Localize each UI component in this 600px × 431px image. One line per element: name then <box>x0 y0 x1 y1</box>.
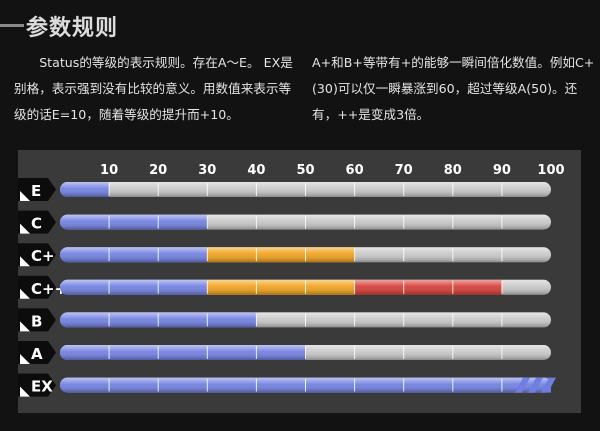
grade-tab <box>18 341 56 364</box>
ex-slash-mark <box>515 377 530 393</box>
grade-tab <box>18 178 56 201</box>
grade-tab <box>18 373 56 397</box>
x-tick-label: 80 <box>444 163 462 178</box>
grade-label: C+ <box>31 247 55 265</box>
page-title: 参数规则 <box>26 16 119 41</box>
grade-label: B <box>31 312 42 330</box>
grade-label: A <box>31 345 43 363</box>
grade-tab <box>18 308 56 332</box>
grade-label: E <box>31 182 41 200</box>
status-grade-chart: 10 20 30 40 50 60 70 80 90 100 E C C+ C++ B A EX <box>18 150 581 413</box>
grade-tab-corner <box>20 321 30 332</box>
grade-label: EX <box>31 378 53 396</box>
x-tick-label: 40 <box>247 163 265 178</box>
x-tick-label: 90 <box>493 163 511 178</box>
grade-tab-corner <box>20 354 30 364</box>
grade-tab-corner <box>20 223 30 234</box>
x-tick-label: 20 <box>149 163 167 178</box>
grade-tab <box>18 275 56 299</box>
grade-tab <box>18 243 56 267</box>
intro-paragraph-right: A+和B+等带有+的能够一瞬间倍化数值。例如C+(30)可以仅一瞬暴涨到60，超… <box>312 55 595 122</box>
x-tick-label: 30 <box>198 163 216 178</box>
x-tick-label: 50 <box>296 163 314 178</box>
ex-slash-mark <box>528 377 543 393</box>
x-tick-label: 70 <box>395 163 413 178</box>
grade-tab-corner <box>20 386 30 397</box>
grade-tab-corner <box>20 256 30 267</box>
ex-slash-mark <box>541 377 556 393</box>
chart-svg: 10 20 30 40 50 60 70 80 90 100 EC C+ C++ BA EX <box>18 163 565 397</box>
title-rule <box>0 24 24 27</box>
grade-tab <box>18 210 56 234</box>
grade-label: C <box>31 215 42 233</box>
grade-label: C++ <box>31 280 67 298</box>
x-tick-label: 60 <box>346 163 364 178</box>
intro-paragraph-left: Status的等级的表示规则。存在A～E。 EX是别格，表示强到没有比较的意义。… <box>14 55 293 122</box>
x-tick-label: 100 <box>537 163 564 178</box>
grade-tab-corner <box>20 288 30 299</box>
grade-tab-corner <box>20 191 30 201</box>
x-tick-label: 10 <box>100 163 118 178</box>
